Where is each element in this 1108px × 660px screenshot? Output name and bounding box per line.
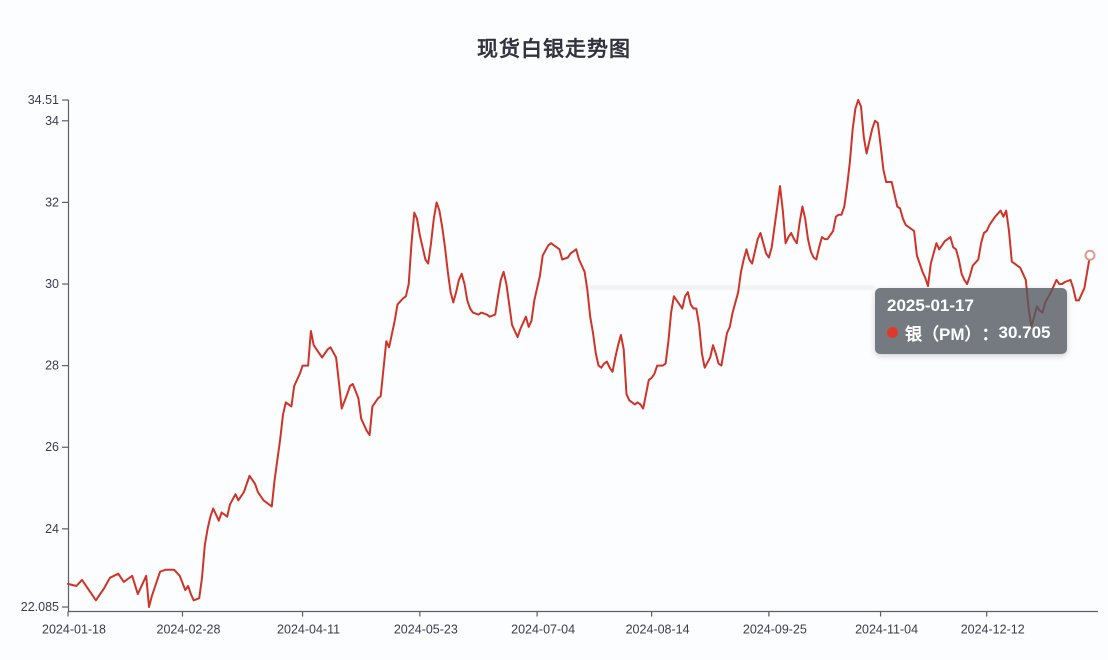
y-axis-label: 26 xyxy=(45,440,59,454)
chart-title: 现货白银走势图 xyxy=(477,38,631,61)
x-axis-label: 2024-01-18 xyxy=(42,623,106,637)
x-axis-label: 2024-12-12 xyxy=(961,623,1025,637)
tooltip-series-label: 银（PM） xyxy=(905,325,982,345)
price-line xyxy=(67,99,1091,608)
last-point-marker[interactable] xyxy=(1084,249,1096,261)
x-axis-label: 2024-05-23 xyxy=(394,623,458,637)
tooltip-value: 30.705 xyxy=(998,322,1051,342)
chart-tooltip: 2025-01-17 银（PM） ： 30.705 xyxy=(875,288,1067,355)
y-axis-label: 32 xyxy=(45,195,59,209)
y-axis-label: 24 xyxy=(45,522,59,536)
x-axis-label: 2024-02-28 xyxy=(157,623,221,637)
y-axis-label: 28 xyxy=(45,359,59,373)
tooltip-separator: ： xyxy=(981,325,999,345)
watermark-smudge xyxy=(580,285,875,290)
tooltip-date: 2025-01-17 xyxy=(887,296,974,315)
x-axis-label: 2024-11-04 xyxy=(855,623,918,637)
series-dot-icon xyxy=(887,327,898,339)
y-axis-label: 22.085 xyxy=(21,600,59,614)
x-axis-label: 2024-07-04 xyxy=(511,623,575,637)
y-axis-label: 30 xyxy=(45,277,59,291)
y-axis-label: 34 xyxy=(45,114,59,128)
x-axis-label: 2024-09-25 xyxy=(743,623,807,637)
x-axis-label: 2024-08-14 xyxy=(626,623,690,637)
x-axis-label: 2024-04-11 xyxy=(277,623,340,637)
y-axis-label: 34.51 xyxy=(28,93,59,107)
